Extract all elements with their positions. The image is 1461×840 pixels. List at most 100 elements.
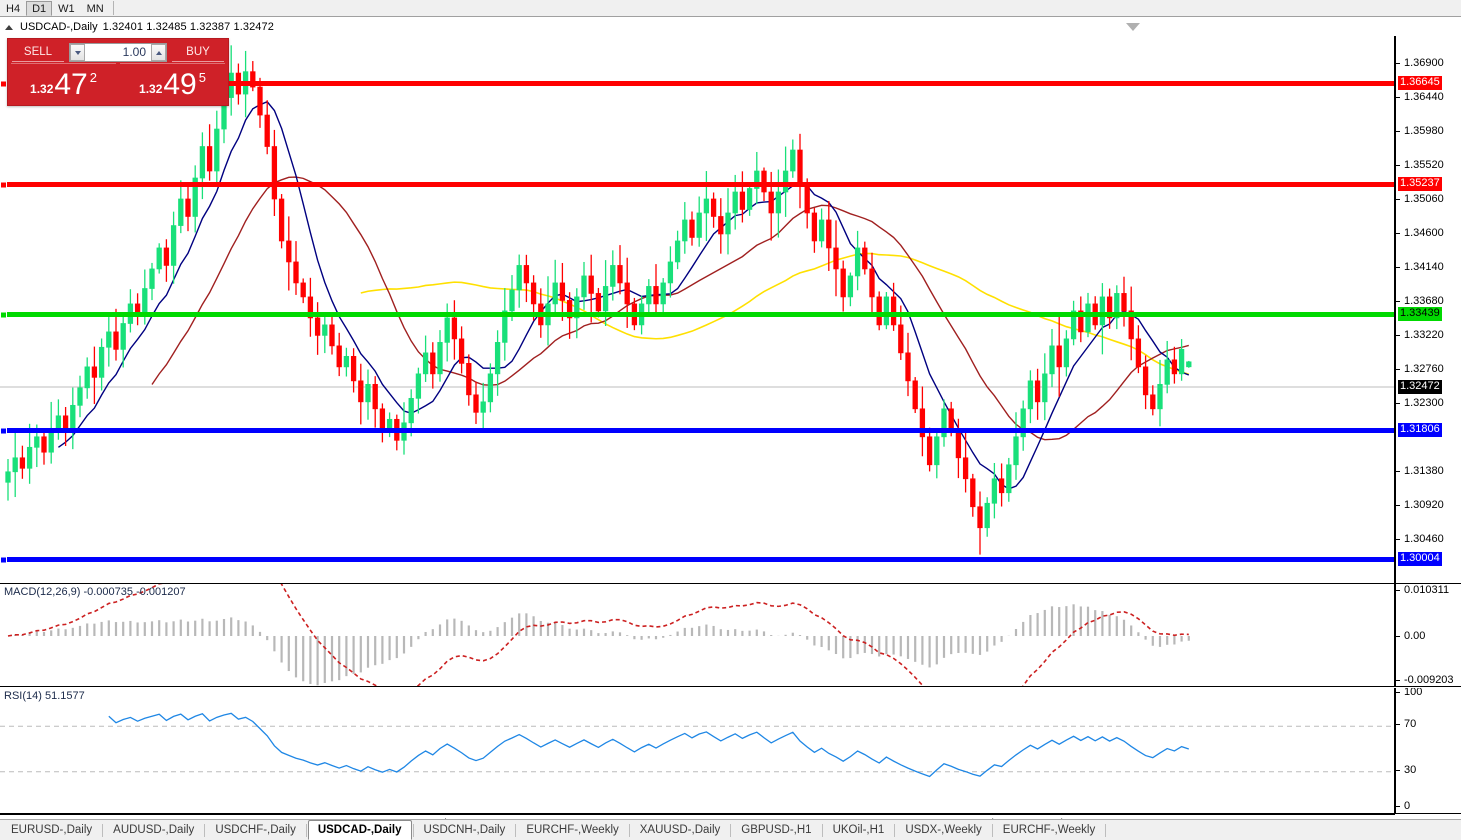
rsi-pane[interactable]: RSI(14) 51.1577 100 70 30 0 (0, 688, 1461, 814)
rsi-tick-label: 70 (1404, 718, 1417, 730)
tick-dash-icon (1396, 130, 1400, 132)
chart-tab-eurusddaily[interactable]: EURUSD-,Daily (11, 824, 93, 836)
one-click-trade-panel[interactable]: SELL 1.00 BUY 1.32 47 2 (7, 38, 229, 106)
macd-tick-label: 0.010311 (1404, 584, 1450, 596)
tab-divider (412, 824, 414, 837)
level-handle[interactable] (0, 427, 7, 434)
tick-dash-icon (1396, 198, 1400, 200)
collapse-triangle-icon[interactable] (5, 24, 13, 30)
level-line-support-upper[interactable] (0, 427, 1394, 434)
volume-decrease-button[interactable] (70, 44, 85, 61)
sell-price[interactable]: 1.32 47 2 (11, 63, 116, 102)
toolbar-divider (112, 1, 114, 15)
tab-divider (515, 824, 517, 837)
chart-tab-bar[interactable]: EURUSD-,Daily AUDUSD-,Daily USDCHF-,Daily U… (0, 819, 1461, 840)
timeframe-h4[interactable]: H4 (6, 2, 21, 15)
chart-symbol-name: USDCAD-,Daily (20, 21, 98, 33)
buy-price[interactable]: 1.32 49 5 (120, 63, 225, 102)
chart-tab-eurchfweekly[interactable]: EURCHF-,Weekly (526, 824, 619, 836)
chart-tab-eurchfweekly[interactable]: EURCHF-,Weekly (1002, 824, 1096, 836)
macd-plot-area[interactable]: MACD(12,26,9) -0.000735 -0.001207 (0, 584, 1395, 686)
price-tick-label: 1.32300 (1404, 397, 1444, 409)
chart-tab-usdxweekly[interactable]: USDX-,Weekly (905, 824, 982, 836)
price-tick: 1.32300 (1396, 397, 1444, 409)
sell-price-prefix: 1.32 (30, 82, 54, 96)
price-tick-label: 1.35520 (1404, 159, 1444, 171)
macd-tick-label: 0.00 (1404, 630, 1426, 642)
rsi-svg (0, 712, 1394, 778)
volume-increase-button[interactable] (151, 44, 166, 61)
rsi-tick: 70 (1396, 718, 1416, 730)
buy-button[interactable]: BUY (172, 43, 224, 62)
tick-dash-icon (1396, 691, 1400, 693)
price-tick: 1.34600 (1396, 227, 1444, 239)
price-tick-label: 1.30460 (1404, 533, 1444, 545)
price-tick: 1.36440 (1396, 91, 1444, 103)
timeframe-w1[interactable]: W1 (58, 2, 75, 15)
chart-tab-gbpusdh1[interactable]: GBPUSD-,H1 (741, 824, 812, 836)
chart-ohlc-values: 1.32401 1.32485 1.32387 1.32472 (102, 21, 274, 33)
sell-button[interactable]: SELL (12, 43, 64, 62)
tab-divider (730, 824, 732, 837)
chart-tab-usdchfdaily[interactable]: USDCHF-,Daily (215, 824, 296, 836)
level-line-pivot-green[interactable] (0, 311, 1394, 318)
level-handle[interactable] (0, 311, 7, 318)
level-handle[interactable] (0, 181, 7, 188)
level-line-resistance-upper[interactable] (0, 80, 1394, 87)
rsi-tick-label: 30 (1404, 764, 1417, 776)
chart-tab-xauusddaily[interactable]: XAUUSD-,Daily (639, 824, 721, 836)
tick-dash-icon (1396, 300, 1400, 302)
level-handle[interactable] (0, 556, 7, 563)
tick-dash-icon (1396, 805, 1400, 807)
volume-stepper[interactable]: 1.00 (69, 43, 167, 62)
timeframe-d1[interactable]: D1 (26, 0, 53, 16)
price-scale[interactable]: 1.36900 1.36440 1.35980 1.35520 1.35060 1.346… (1395, 36, 1461, 583)
buy-price-sup: 5 (198, 70, 206, 85)
buy-price-prefix: 1.32 (139, 82, 163, 96)
chart-window[interactable]: USDCAD-,Daily 1.32401 1.32485 1.32387 1.… (0, 17, 1461, 830)
level-price-label-support-upper: 1.31806 (1398, 423, 1442, 437)
chart-tab-audusddaily[interactable]: AUDUSD-,Daily (113, 824, 195, 836)
price-tick-label: 1.33680 (1404, 295, 1444, 307)
macd-pane[interactable]: MACD(12,26,9) -0.000735 -0.001207 0.0103… (0, 583, 1461, 687)
chart-tab-usdcaddaily[interactable]: USDCAD-,Daily (307, 820, 412, 840)
rsi-scale[interactable]: 100 70 30 0 (1395, 688, 1461, 813)
tab-divider (821, 824, 823, 837)
tick-dash-icon (1396, 679, 1400, 681)
price-tick-label: 1.36900 (1404, 57, 1444, 69)
buy-price-main: 49 (163, 68, 197, 101)
price-candles-svg (0, 45, 1394, 555)
rsi-tick-label: 0 (1404, 800, 1411, 812)
chart-tab-ukoilh1[interactable]: UKOil-,H1 (832, 824, 885, 836)
chevron-up-icon (155, 50, 162, 55)
price-tick: 1.30460 (1396, 533, 1444, 545)
level-line-support-lower[interactable] (0, 556, 1394, 563)
macd-tick: -0.009203 (1396, 674, 1454, 686)
rsi-plot-area[interactable]: RSI(14) 51.1577 (0, 688, 1395, 813)
level-handle[interactable] (0, 80, 7, 87)
price-plot-area[interactable] (0, 36, 1395, 583)
price-tick: 1.33680 (1396, 295, 1444, 307)
tick-dash-icon (1396, 723, 1400, 725)
sell-price-sup: 2 (89, 70, 97, 85)
timeframe-mn[interactable]: MN (86, 2, 104, 15)
level-price-label-resistance-mid: 1.35237 (1398, 177, 1442, 191)
price-tick: 1.35060 (1396, 193, 1444, 205)
price-pane[interactable]: 1.36900 1.36440 1.35980 1.35520 1.35060 1.346… (0, 36, 1461, 583)
tab-divider (894, 824, 896, 837)
chart-tab-usdcnhdaily[interactable]: USDCNH-,Daily (423, 824, 506, 836)
level-line-resistance-mid[interactable] (0, 181, 1394, 188)
rsi-label: RSI(14) 51.1577 (4, 690, 85, 702)
price-tick: 1.34140 (1396, 261, 1444, 273)
sell-price-main: 47 (54, 68, 88, 101)
price-tick: 1.36900 (1396, 57, 1444, 69)
chart-scroll-marker-icon[interactable] (1126, 23, 1140, 31)
level-price-label-resistance-upper: 1.36645 (1398, 76, 1442, 90)
tick-dash-icon (1396, 62, 1400, 64)
price-tick: 1.33220 (1396, 329, 1444, 341)
tab-divider (305, 824, 307, 837)
tick-dash-icon (1396, 266, 1400, 268)
macd-scale[interactable]: 0.010311 0.00 -0.009203 (1395, 584, 1461, 686)
volume-input[interactable]: 1.00 (85, 44, 151, 61)
chart-symbol-header: USDCAD-,Daily 1.32401 1.32485 1.32387 1.… (0, 20, 274, 34)
